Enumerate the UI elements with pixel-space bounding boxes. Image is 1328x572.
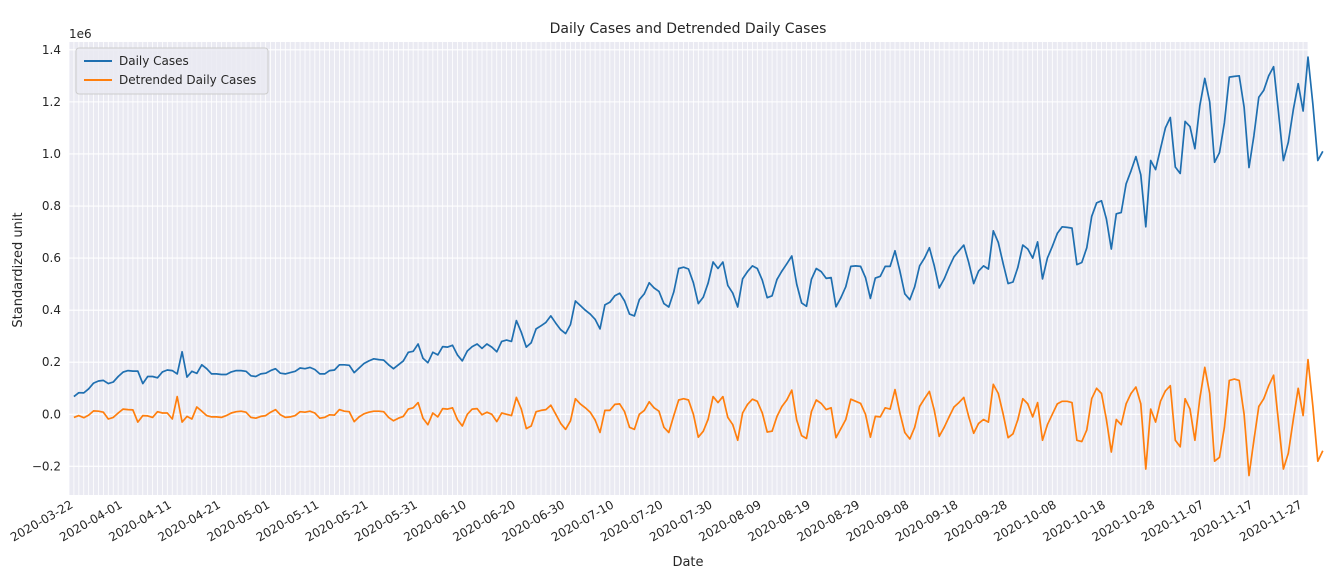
x-tick-labels: 2020-03-222020-04-012020-04-112020-04-21… xyxy=(8,497,1305,544)
y-offset-text: 1e6 xyxy=(69,27,92,41)
y-tick-label: 0.8 xyxy=(42,199,61,213)
y-tick-label: 0.0 xyxy=(42,407,61,421)
legend-label-detrended-daily-cases: Detrended Daily Cases xyxy=(119,73,256,87)
x-axis-label: Date xyxy=(672,555,703,568)
grid xyxy=(68,42,1309,495)
y-tick-labels: −0.2 0.0 0.2 0.4 0.6 0.8 1.0 1.2 1.4 xyxy=(32,43,61,474)
series-line-detrended-daily-cases xyxy=(73,358,1324,477)
legend: Daily Cases Detrended Daily Cases xyxy=(75,47,269,95)
y-tick-label: 0.4 xyxy=(42,303,61,317)
y-tick-label: 1.4 xyxy=(42,43,61,57)
series-lines xyxy=(73,56,1324,477)
chart-title: Daily Cases and Detrended Daily Cases xyxy=(550,21,827,37)
y-tick-label: 1.2 xyxy=(42,95,61,109)
y-axis-label: Standardized unit xyxy=(11,212,26,327)
y-tick-label: −0.2 xyxy=(32,459,61,473)
y-tick-label: 1.0 xyxy=(42,147,61,161)
y-tick-label: 0.2 xyxy=(42,355,61,369)
legend-box xyxy=(75,47,269,95)
y-tick-label: 0.6 xyxy=(42,251,61,265)
series-line-daily-cases xyxy=(73,56,1324,398)
legend-label-daily-cases: Daily Cases xyxy=(119,54,189,68)
